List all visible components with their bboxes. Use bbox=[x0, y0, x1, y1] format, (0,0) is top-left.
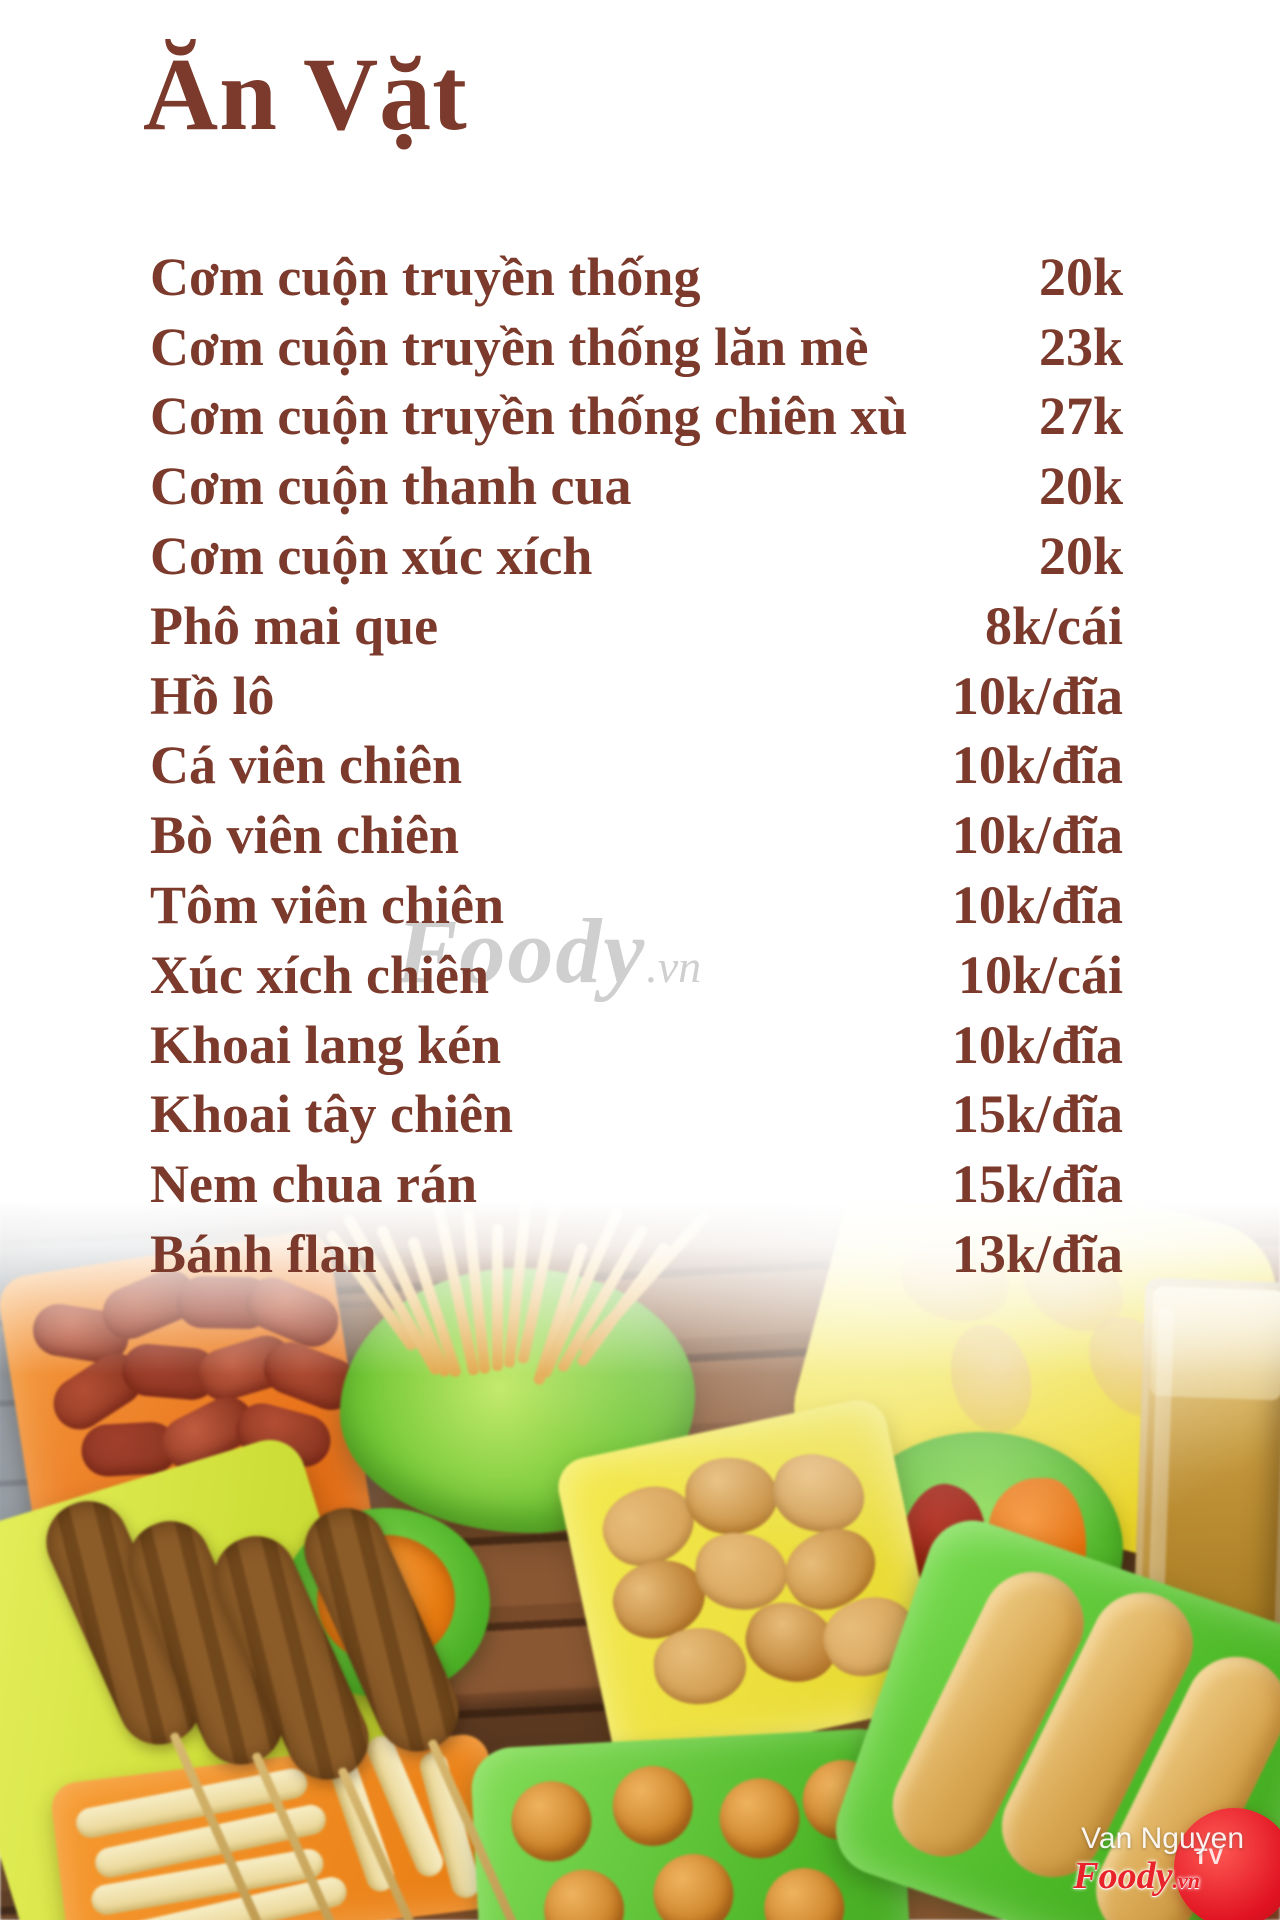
foody-watermark: Foody.vn bbox=[396, 898, 701, 1004]
menu-item-price: 20k bbox=[1038, 456, 1123, 517]
menu-item-name: Khoai tây chiên bbox=[150, 1084, 514, 1145]
menu-item-price: 10k/đĩa bbox=[951, 735, 1123, 796]
menu-item-name: Xúc xích chiên bbox=[150, 944, 490, 1005]
menu-item: Cơm cuộn xúc xích 20k bbox=[150, 521, 1123, 591]
fried-ball bbox=[542, 1867, 627, 1920]
menu-item-price: 13k/đĩa bbox=[951, 1224, 1123, 1285]
menu-item-price: 27k bbox=[1038, 386, 1123, 447]
menu-item-name: Cơm cuộn xúc xích bbox=[150, 526, 593, 587]
menu-item-price: 10k/đĩa bbox=[951, 805, 1123, 866]
photo-credit: TV Van Nguyen Foody.vn bbox=[960, 1770, 1280, 1920]
menu-item: Xúc xích chiên 10k/cái bbox=[150, 940, 1123, 1010]
menu-item: Nem chua rán 15k/đĩa bbox=[150, 1149, 1123, 1219]
fried-ball bbox=[762, 1866, 847, 1920]
menu-item: Bánh flan 13k/đĩa bbox=[150, 1219, 1123, 1289]
menu-item-name: Cơm cuộn thanh cua bbox=[150, 456, 632, 517]
menu-item: Cơm cuộn truyền thống chiên xù 27k bbox=[150, 382, 1123, 452]
menu-item: Tôm viên chiên 10k/đĩa bbox=[150, 870, 1123, 940]
credit-author: Van Nguyen bbox=[1081, 1822, 1244, 1855]
menu-item-name: Cá viên chiên bbox=[150, 735, 463, 796]
menu-item-price: 20k bbox=[1038, 246, 1123, 307]
menu-item-price: 15k/đĩa bbox=[951, 1084, 1123, 1145]
menu-item-price: 15k/đĩa bbox=[951, 1154, 1123, 1215]
fried-ball bbox=[610, 1763, 695, 1849]
menu-item-price: 10k/đĩa bbox=[951, 875, 1123, 936]
menu-item: Hồ lô 10k/đĩa bbox=[150, 661, 1123, 731]
menu-list: Cơm cuộn truyền thống 20k Cơm cuộn truyền … bbox=[150, 242, 1123, 1289]
menu-item-price: 23k bbox=[1038, 316, 1123, 377]
menu-item-name: Cơm cuộn truyền thống bbox=[150, 246, 701, 307]
menu-item-name: Cơm cuộn truyền thống chiên xù bbox=[150, 386, 908, 447]
menu-item-name: Hồ lô bbox=[150, 665, 275, 726]
menu-item: Cơm cuộn thanh cua 20k bbox=[150, 451, 1123, 521]
menu-item-price: 8k/cái bbox=[984, 595, 1123, 656]
menu-item-name: Bò viên chiên bbox=[150, 805, 460, 866]
menu-item-name: Bánh flan bbox=[150, 1224, 377, 1285]
menu-item: Phô mai que 8k/cái bbox=[150, 591, 1123, 661]
menu-item-name: Phô mai que bbox=[150, 595, 439, 656]
breaded-piece bbox=[684, 1456, 779, 1536]
menu-item: Khoai tây chiên 15k/đĩa bbox=[150, 1080, 1123, 1150]
menu-item-price: 20k bbox=[1038, 526, 1123, 587]
menu-item-price: 10k/đĩa bbox=[951, 1014, 1123, 1075]
menu-item-price: 10k/cái bbox=[957, 944, 1123, 1005]
menu-item-name: Tôm viên chiên bbox=[150, 875, 505, 936]
credit-brand: Foody.vn bbox=[1073, 1854, 1200, 1898]
watermark-tld: .vn bbox=[646, 941, 702, 992]
menu-item: Khoai lang kén 10k/đĩa bbox=[150, 1010, 1123, 1080]
menu-item: Cá viên chiên 10k/đĩa bbox=[150, 731, 1123, 801]
menu-item-price: 10k/đĩa bbox=[951, 665, 1123, 726]
credit-brand-tld: .vn bbox=[1172, 1868, 1201, 1893]
breaded-piece bbox=[765, 1446, 873, 1541]
breaded-piece bbox=[651, 1624, 749, 1708]
fried-ball bbox=[651, 1851, 736, 1920]
menu-item: Bò viên chiên 10k/đĩa bbox=[150, 800, 1123, 870]
menu-item-name: Nem chua rán bbox=[150, 1154, 477, 1215]
page-title: Ăn Vặt bbox=[143, 37, 468, 152]
menu-item-name: Khoai lang kén bbox=[150, 1014, 502, 1075]
fried-ball bbox=[717, 1776, 802, 1861]
menu-item-name: Cơm cuộn truyền thống lăn mè bbox=[150, 316, 869, 377]
breaded-piece bbox=[691, 1528, 792, 1615]
menu-item: Cơm cuộn truyền thống lăn mè 23k bbox=[150, 312, 1123, 382]
credit-brand-word: Foody bbox=[1073, 1855, 1173, 1897]
menu-item: Cơm cuộn truyền thống 20k bbox=[150, 242, 1123, 312]
watermark-brand: Foody bbox=[396, 900, 647, 1002]
